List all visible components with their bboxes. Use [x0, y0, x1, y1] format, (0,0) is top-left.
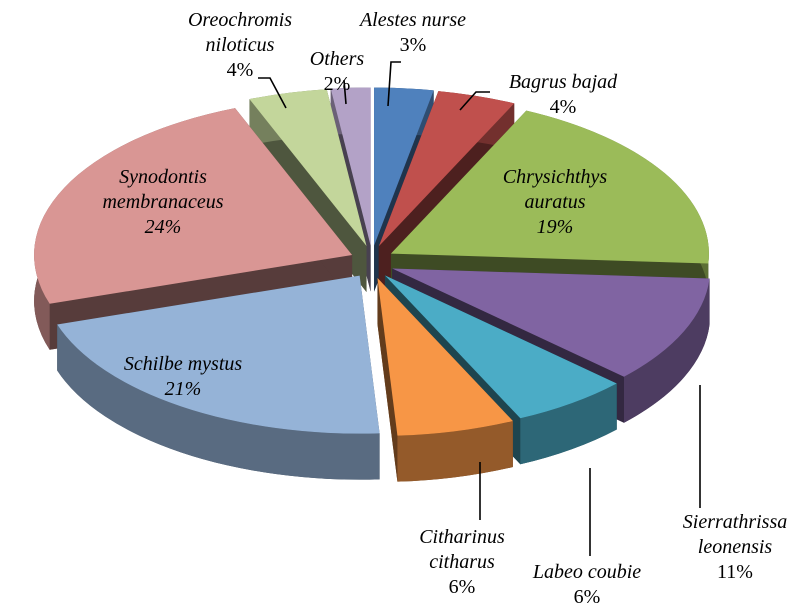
- leader-line: [258, 77, 287, 109]
- leader-line: [343, 79, 347, 105]
- leader-line: [459, 91, 490, 111]
- value-label: 3%: [399, 34, 427, 56]
- category-label: Oreochromis niloticus: [187, 9, 293, 56]
- category-label: Others: [309, 48, 365, 70]
- slice-top: [249, 89, 367, 247]
- slice-label: Others 2%: [297, 47, 377, 97]
- slice-label: Citharinus citharus 6%: [407, 525, 517, 600]
- slice-top: [57, 275, 380, 434]
- value-label: 4%: [549, 96, 577, 118]
- value-label: 2%: [323, 73, 351, 95]
- slice-label: Chrysichthys auratus 19%: [480, 165, 630, 240]
- slice-label: Synodontis membranaceus 24%: [88, 165, 238, 240]
- slice-side: [377, 277, 398, 482]
- category-label: Citharinus citharus: [419, 526, 505, 573]
- slice-label: Oreochromis niloticus 4%: [185, 8, 295, 83]
- slice-label: Sierrathrissa leonensis 11%: [665, 510, 800, 585]
- category-label: Synodontis membranaceus: [102, 166, 224, 213]
- slices: [34, 87, 710, 482]
- slice-top: [392, 268, 710, 377]
- slice-top: [390, 110, 709, 264]
- category-label: Chrysichthys auratus: [502, 166, 608, 213]
- leader-line: [387, 61, 401, 107]
- slice-top: [34, 108, 353, 304]
- slice-top: [378, 91, 515, 247]
- category-label: Bagrus bajad: [508, 71, 618, 93]
- value-label: 6%: [573, 586, 601, 608]
- slice-label: Labeo coubie 6%: [507, 560, 667, 609]
- value-label: 6%: [448, 576, 476, 598]
- slice-label: Schilbe mystus 21%: [83, 352, 283, 402]
- slice-wall: [57, 324, 380, 480]
- slice-label: Bagrus bajad 4%: [483, 70, 643, 120]
- category-label: Labeo coubie: [532, 561, 642, 583]
- slice: [377, 277, 513, 482]
- value-label: 4%: [226, 59, 254, 81]
- value-label: 21%: [164, 378, 202, 400]
- slice-wall: [397, 420, 513, 482]
- slice-top: [330, 87, 371, 246]
- value-label: 24%: [144, 216, 182, 238]
- slice-wall: [624, 278, 710, 423]
- value-label: 19%: [536, 216, 574, 238]
- leader-lines: [258, 61, 701, 556]
- slice-wall: [520, 383, 617, 465]
- category-label: Sierrathrissa leonensis: [682, 511, 788, 558]
- slice-label: Alestes nurse 3%: [333, 8, 493, 58]
- value-label: 11%: [717, 561, 753, 583]
- slice-top: [384, 275, 617, 419]
- category-label: Alestes nurse: [359, 9, 467, 31]
- category-label: Schilbe mystus: [123, 353, 243, 375]
- slice-top: [374, 87, 434, 246]
- slice: [57, 275, 380, 480]
- slice-top: [377, 277, 513, 436]
